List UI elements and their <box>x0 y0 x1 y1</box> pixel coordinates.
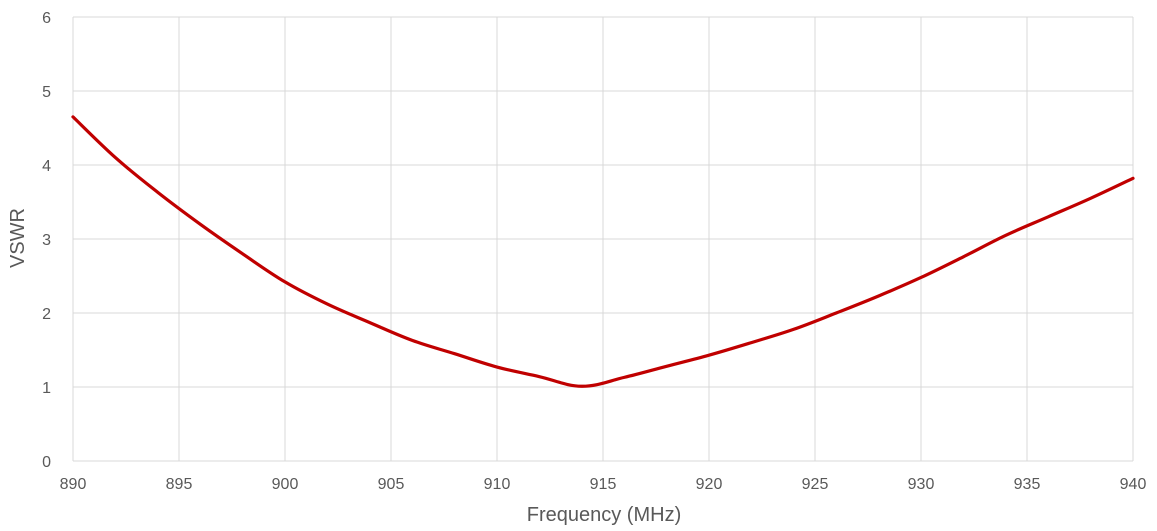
x-tick-label: 910 <box>484 476 511 493</box>
x-tick-label: 915 <box>590 476 617 493</box>
y-tick-label: 4 <box>42 158 51 175</box>
y-axis-title: VSWR <box>7 208 29 268</box>
x-tick-label: 920 <box>696 476 723 493</box>
grid-layer <box>72 16 1134 462</box>
x-axis-title: Frequency (MHz) <box>527 504 681 526</box>
x-tick-label: 890 <box>60 476 87 493</box>
vswr-series-line <box>71 115 1135 388</box>
y-tick-label: 5 <box>42 84 51 101</box>
y-tick-label: 6 <box>42 10 51 27</box>
x-tick-label: 935 <box>1014 476 1041 493</box>
x-tick-label: 900 <box>272 476 299 493</box>
series-layer <box>71 115 1135 388</box>
y-tick-label: 1 <box>42 380 51 397</box>
y-tick-label: 3 <box>42 232 51 249</box>
y-tick-labels: 0 1 2 3 4 5 6 <box>42 10 51 471</box>
x-tick-labels: 890 895 900 905 910 915 920 925 930 935 940 <box>60 476 1147 493</box>
y-tick-label: 2 <box>42 306 51 323</box>
x-tick-label: 940 <box>1120 476 1147 493</box>
y-tick-label: 0 <box>42 454 51 471</box>
x-tick-label: 925 <box>802 476 829 493</box>
x-tick-label: 930 <box>908 476 935 493</box>
x-tick-label: 895 <box>166 476 193 493</box>
x-tick-label: 905 <box>378 476 405 493</box>
